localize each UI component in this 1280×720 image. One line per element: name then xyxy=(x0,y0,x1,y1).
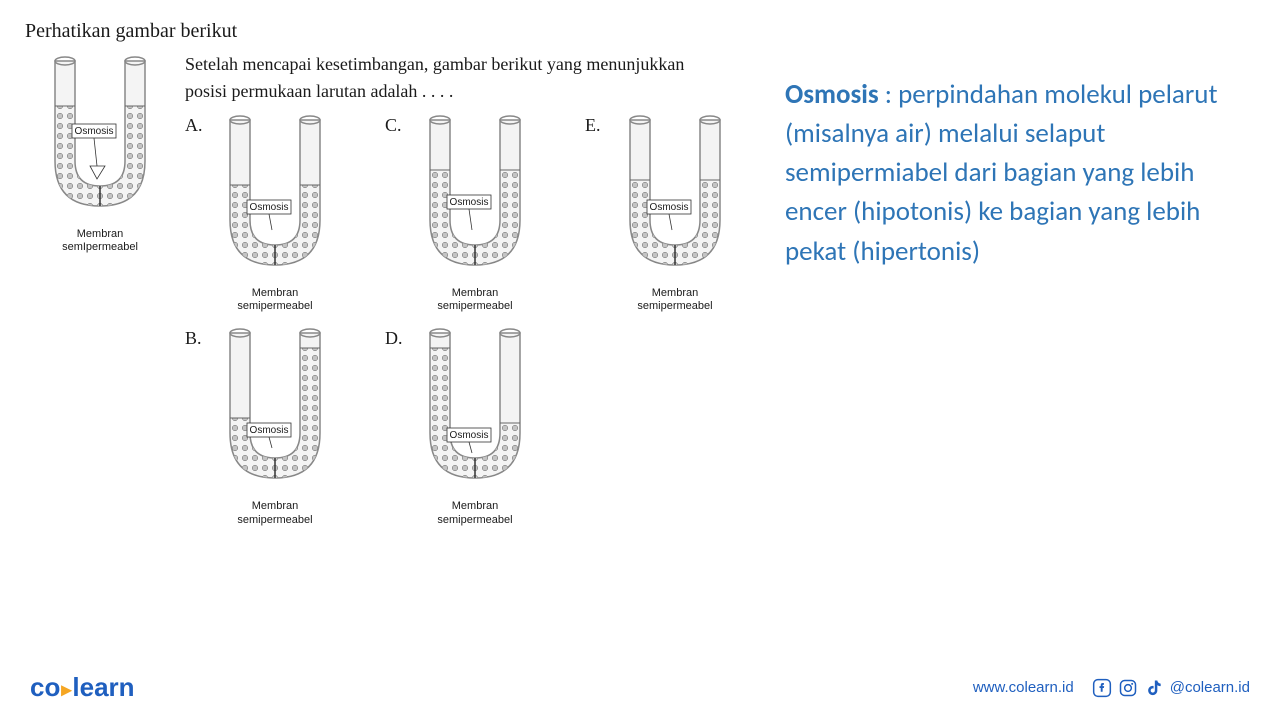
svg-text:Osmosis: Osmosis xyxy=(450,430,489,441)
utube-svg-initial: Osmosis xyxy=(35,51,165,221)
caption-B: Membransemipermeabel xyxy=(210,500,340,526)
tiktok-icon xyxy=(1144,678,1164,698)
utube-svg-C: Osmosis xyxy=(410,110,540,280)
svg-text:Osmosis: Osmosis xyxy=(450,197,489,208)
caption-A: Membransemipermeabel xyxy=(210,287,340,313)
utube-svg-D: Osmosis xyxy=(410,323,540,493)
option-E: E. xyxy=(585,110,785,313)
option-C: C. xyxy=(385,110,585,313)
option-label-D: D. xyxy=(385,323,410,349)
svg-text:Osmosis: Osmosis xyxy=(250,202,289,213)
footer-handle: @colearn.id xyxy=(1170,679,1250,696)
initial-diagram: Osmosis Membran semIpermeabel xyxy=(25,51,175,537)
option-label-A: A. xyxy=(185,110,210,136)
question-line-1: Setelah mencapai kesetimbangan, gambar b… xyxy=(185,51,785,78)
option-A: A. xyxy=(185,110,385,313)
svg-text:Osmosis: Osmosis xyxy=(250,425,289,436)
option-label-E: E. xyxy=(585,110,610,136)
definition-text: Osmosis : perpindahan molekul pelarut (m… xyxy=(785,75,1255,271)
utube-svg-B: Osmosis xyxy=(210,323,340,493)
svg-text:Osmosis: Osmosis xyxy=(75,126,114,137)
facebook-icon xyxy=(1092,678,1112,698)
caption-D: Membransemipermeabel xyxy=(410,500,540,526)
option-label-B: B. xyxy=(185,323,210,349)
option-D: D. xyxy=(385,323,585,526)
utube-svg-E: Osmosis xyxy=(610,110,740,280)
initial-caption: Membran semIpermeabel xyxy=(25,228,175,254)
svg-text:Osmosis: Osmosis xyxy=(650,202,689,213)
option-B: B. xyxy=(185,323,385,526)
question-line-2: posisi permukaan larutan adalah . . . . xyxy=(185,78,785,105)
option-label-C: C. xyxy=(385,110,410,136)
definition-term: Osmosis xyxy=(785,78,879,111)
caption-E: Membransemipermeabel xyxy=(610,287,740,313)
caption-C: Membransemipermeabel xyxy=(410,287,540,313)
logo: co▸learn xyxy=(30,672,135,703)
instagram-icon xyxy=(1118,678,1138,698)
footer: co▸learn www.colearn.id @colearn.id xyxy=(0,670,1280,720)
options-grid: A. xyxy=(185,110,785,527)
footer-url: www.colearn.id xyxy=(973,679,1074,696)
utube-svg-A: Osmosis xyxy=(210,110,340,280)
footer-social: @colearn.id xyxy=(1092,678,1250,698)
instruction-text: Perhatikan gambar berikut xyxy=(25,20,775,43)
